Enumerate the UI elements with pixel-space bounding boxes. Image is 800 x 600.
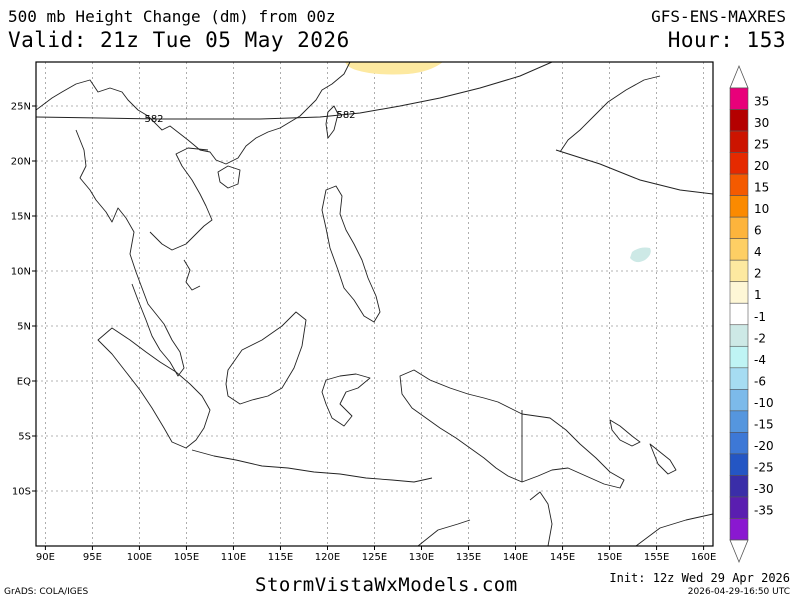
init-time: Init: 12z Wed 29 Apr 2026 xyxy=(609,571,790,585)
lon-tick-label: 125E xyxy=(362,552,387,563)
colorbar-swatch xyxy=(729,518,749,541)
lon-tick-label: 105E xyxy=(174,552,199,563)
lat-tick-label: 15N xyxy=(11,212,31,223)
lat-tick-label: 5S xyxy=(18,432,31,443)
valid-time: Valid: 21z Tue 05 May 2026 xyxy=(8,28,350,52)
colorbar-label: -6 xyxy=(754,374,766,388)
colorbar-swatch xyxy=(729,130,749,153)
gridlines xyxy=(36,62,713,546)
colorbar-label: -15 xyxy=(754,417,774,431)
lat-tick-label: 25N xyxy=(11,102,31,113)
colorbar-swatch xyxy=(729,432,749,455)
lon-tick-label: 100E xyxy=(127,552,152,563)
lat-tick-label: EQ xyxy=(17,377,31,388)
colorbar-swatch xyxy=(729,302,749,326)
model-name: GFS-ENS-MAXRES xyxy=(651,7,786,26)
lon-tick-label: 95E xyxy=(83,552,102,563)
lon-tick-label: 90E xyxy=(36,552,55,563)
contour-labels: 582 582 xyxy=(144,110,355,125)
colorbar-swatch xyxy=(729,453,749,476)
lat-tick-label: 5N xyxy=(17,322,31,333)
shading-positive-patch xyxy=(345,62,443,75)
coastlines xyxy=(36,62,713,546)
colorbar-swatch xyxy=(729,410,749,433)
height-contours xyxy=(36,62,713,195)
colorbar-label: -4 xyxy=(754,353,766,367)
shading-negative-patch xyxy=(630,247,651,263)
colorbar-swatch xyxy=(729,324,749,347)
colorbar-label: -35 xyxy=(754,503,774,517)
site-watermark: StormVistaWxModels.com xyxy=(255,574,518,596)
colorbar-label: -25 xyxy=(754,460,774,474)
longitude-ticks: 90E 95E 100E 105E 110E 115E 120E 125E 130E 135E 14… xyxy=(36,546,716,563)
colorbar-swatch xyxy=(729,259,749,283)
lon-tick-label: 155E xyxy=(644,552,669,563)
colorbar-label: 1 xyxy=(754,288,762,302)
chart-title: 500 mb Height Change (dm) from 00z xyxy=(8,7,336,26)
colorbar-swatch xyxy=(729,109,749,132)
colorbar-arrow-top xyxy=(729,64,749,89)
colorbar-swatch xyxy=(729,216,749,239)
lon-tick-label: 130E xyxy=(409,552,434,563)
lon-tick-label: 140E xyxy=(503,552,528,563)
contour-label: 582 xyxy=(144,114,163,125)
colorbar-swatch xyxy=(729,496,749,519)
colorbar-swatch xyxy=(729,195,749,218)
colorbar-label: 6 xyxy=(754,224,762,238)
colorbar-label: 25 xyxy=(754,138,769,152)
contour-label: 582 xyxy=(336,110,355,121)
colorbar-swatch xyxy=(729,367,749,390)
lon-tick-label: 145E xyxy=(550,552,575,563)
render-timestamp: 2026-04-29-16:50 UTC xyxy=(687,587,790,597)
colorbar-label: 10 xyxy=(754,202,769,216)
colorbar-swatch xyxy=(729,475,749,498)
latitude-ticks: 25N 20N 15N 10N 5N EQ 5S 10S xyxy=(11,102,36,498)
colorbar-label: -30 xyxy=(754,482,774,496)
colorbar-label: 20 xyxy=(754,159,769,173)
colorbar-swatch xyxy=(729,281,749,304)
lon-tick-label: 120E xyxy=(315,552,340,563)
colorbar-label: 35 xyxy=(754,95,769,109)
colorbar-swatch xyxy=(729,152,749,175)
lon-tick-label: 115E xyxy=(268,552,293,563)
colorbar-label: -2 xyxy=(754,331,766,345)
colorbar-label: -1 xyxy=(754,310,766,324)
lat-tick-label: 10N xyxy=(11,267,31,278)
lat-tick-label: 20N xyxy=(11,157,31,168)
lon-tick-label: 110E xyxy=(221,552,246,563)
colorbar-swatch xyxy=(729,87,749,110)
colorbar-label: 4 xyxy=(754,245,762,259)
lat-tick-label: 10S xyxy=(12,487,31,498)
colorbar-label: -10 xyxy=(754,396,774,410)
colorbar-swatch xyxy=(729,389,749,412)
colorbar-swatch xyxy=(729,238,749,261)
colorbar-swatch xyxy=(729,173,749,196)
colorbar-label: 2 xyxy=(754,267,762,281)
colorbar-label: -20 xyxy=(754,439,774,453)
forecast-hour: Hour: 153 xyxy=(667,28,786,52)
lon-tick-label: 135E xyxy=(456,552,481,563)
lon-tick-label: 150E xyxy=(597,552,622,563)
colorbar-label: 15 xyxy=(754,181,769,195)
colorbar-swatch xyxy=(729,345,749,369)
grads-credit: GrADS: COLA/IGES xyxy=(4,587,89,597)
colorbar-label: 30 xyxy=(754,116,769,130)
colorbar: 35 30 25 20 15 10 6 4 2 1 -1 -2 -4 -6 -10 -15 -20 -25 -30 -… xyxy=(729,64,774,564)
lon-tick-label: 160E xyxy=(691,552,716,563)
colorbar-arrow-bottom xyxy=(729,539,749,564)
